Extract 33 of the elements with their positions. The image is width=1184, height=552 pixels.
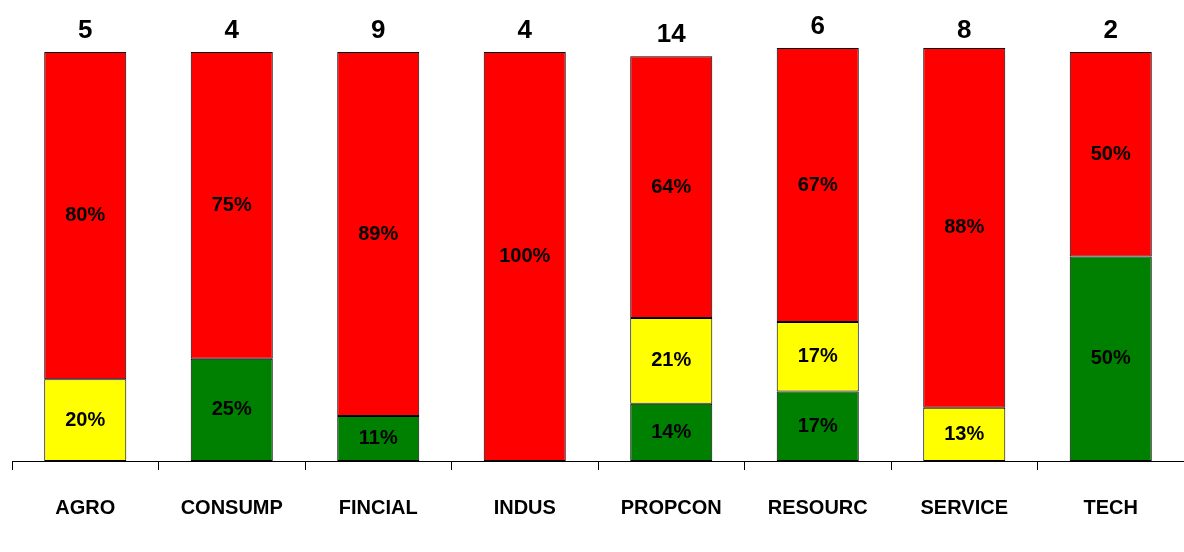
data-label: 89%	[358, 221, 399, 244]
annotation: 14	[656, 18, 687, 49]
x-tick-label: CONSUMP	[180, 495, 283, 518]
data-label: 21%	[651, 348, 692, 371]
data-label: 50%	[1090, 141, 1131, 164]
annotation: 4	[517, 14, 533, 45]
x-tick-label: RESOURC	[767, 495, 868, 518]
x-tick-label: PROPCON	[620, 495, 722, 518]
x-tick-label: AGRO	[55, 495, 116, 518]
data-label: 14%	[651, 419, 692, 442]
x-tick-label: SERVICE	[920, 495, 1008, 518]
annotation: 4	[224, 14, 240, 45]
x-tick-label: FINCIAL	[338, 495, 418, 518]
annotation: 9	[371, 14, 386, 45]
data-label: 67%	[797, 172, 838, 195]
data-label: 75%	[211, 192, 252, 215]
annotation: 8	[957, 14, 972, 45]
annotation: 2	[1103, 14, 1118, 45]
x-tick-label: TECH	[1083, 495, 1138, 518]
data-label: 17%	[797, 413, 838, 436]
annotation: 5	[78, 14, 93, 45]
data-label: 50%	[1090, 346, 1131, 369]
data-label: 88%	[944, 215, 985, 238]
x-tick-label: INDUS	[493, 495, 556, 518]
data-label: 25%	[211, 397, 252, 420]
data-label: 20%	[65, 407, 106, 430]
data-label: 13%	[944, 421, 985, 444]
annotation: 6	[810, 10, 825, 41]
data-label: 64%	[651, 174, 692, 197]
data-label: 80%	[65, 203, 106, 226]
data-label: 11%	[358, 426, 398, 449]
data-label: 100%	[499, 244, 551, 267]
data-label: 17%	[797, 344, 838, 367]
